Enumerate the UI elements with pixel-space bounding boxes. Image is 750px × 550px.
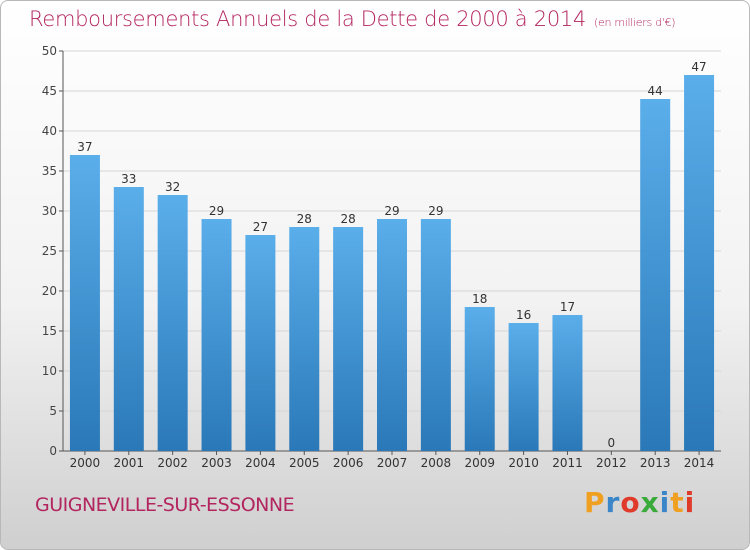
value-label-2007: 29 bbox=[384, 204, 399, 218]
y-tick-label: 50 bbox=[42, 44, 57, 58]
x-tick-label-2005: 2005 bbox=[289, 456, 320, 470]
x-tick-label-2014: 2014 bbox=[684, 456, 715, 470]
y-tick-label: 25 bbox=[42, 244, 57, 258]
bars bbox=[69, 75, 715, 451]
value-label-2001: 33 bbox=[121, 172, 136, 186]
x-tick-label-2000: 2000 bbox=[70, 456, 101, 470]
bar-2000 bbox=[69, 155, 100, 451]
bar-2005 bbox=[289, 227, 320, 451]
y-tick-label: 35 bbox=[42, 164, 57, 178]
logo-letter: t bbox=[670, 486, 685, 519]
y-tick-label: 40 bbox=[42, 124, 57, 138]
y-tick-label: 10 bbox=[42, 364, 57, 378]
value-label-2005: 28 bbox=[297, 212, 312, 226]
x-tick-label-2007: 2007 bbox=[377, 456, 408, 470]
bar-2001 bbox=[113, 187, 144, 451]
labels: 37 2000 33 2001 32 2002 29 2003 27 2004 28 2005 28 20… bbox=[70, 60, 715, 470]
x-tick-label-2003: 2003 bbox=[201, 456, 232, 470]
x-tick-label-2011: 2011 bbox=[552, 456, 583, 470]
value-label-2008: 29 bbox=[428, 204, 443, 218]
bar-2014 bbox=[684, 75, 715, 451]
proxiti-logo[interactable]: Proxiti bbox=[584, 486, 695, 519]
y-tick-label: 45 bbox=[42, 84, 57, 98]
x-tick-label-2009: 2009 bbox=[464, 456, 495, 470]
bar-2002 bbox=[157, 195, 188, 451]
commune-name: GUIGNEVILLE-SUR-ESSONNE bbox=[35, 494, 295, 516]
logo-letter: o bbox=[620, 486, 641, 519]
logo-letter: i bbox=[684, 486, 696, 519]
x-tick-label-2004: 2004 bbox=[245, 456, 276, 470]
bar-2010 bbox=[508, 323, 539, 451]
x-tick-label-2002: 2002 bbox=[157, 456, 188, 470]
y-tick-label: 15 bbox=[42, 324, 57, 338]
logo-letter: i bbox=[659, 486, 671, 519]
chart-title: Remboursements Annuels de la Dette de 20… bbox=[29, 7, 675, 31]
bar-2011 bbox=[552, 315, 583, 451]
chart-unit-label: (en milliers d'€) bbox=[594, 16, 676, 29]
x-tick-label-2013: 2013 bbox=[640, 456, 671, 470]
value-label-2003: 29 bbox=[209, 204, 224, 218]
x-tick-label-2010: 2010 bbox=[508, 456, 539, 470]
value-label-2006: 28 bbox=[340, 212, 355, 226]
x-tick-label-2008: 2008 bbox=[421, 456, 452, 470]
value-label-2000: 37 bbox=[77, 140, 92, 154]
chart-title-text: Remboursements Annuels de la Dette de 20… bbox=[29, 7, 586, 31]
value-label-2004: 27 bbox=[253, 220, 268, 234]
bar-2006 bbox=[333, 227, 364, 451]
y-tick-label: 0 bbox=[49, 444, 57, 458]
bar-2013 bbox=[640, 99, 671, 451]
logo-letter: r bbox=[605, 486, 621, 519]
bar-2003 bbox=[201, 219, 232, 451]
x-tick-label-2006: 2006 bbox=[333, 456, 364, 470]
y-tick-label: 30 bbox=[42, 204, 57, 218]
bar-2007 bbox=[377, 219, 407, 451]
value-label-2010: 16 bbox=[516, 308, 531, 322]
value-label-2012: 0 bbox=[608, 436, 616, 450]
bar-2004 bbox=[245, 235, 276, 451]
y-tick-label: 20 bbox=[42, 284, 57, 298]
value-label-2014: 47 bbox=[691, 60, 706, 74]
x-tick-label-2012: 2012 bbox=[596, 456, 627, 470]
logo-letter: P bbox=[584, 486, 606, 519]
logo-letter: x bbox=[640, 486, 660, 519]
value-label-2011: 17 bbox=[560, 300, 575, 314]
bar-2009 bbox=[464, 307, 495, 451]
value-label-2013: 44 bbox=[648, 84, 663, 98]
bar-2008 bbox=[420, 219, 451, 451]
value-label-2002: 32 bbox=[165, 180, 180, 194]
x-tick-label-2001: 2001 bbox=[114, 456, 145, 470]
y-tick-label: 5 bbox=[49, 404, 57, 418]
value-label-2009: 18 bbox=[472, 292, 487, 306]
